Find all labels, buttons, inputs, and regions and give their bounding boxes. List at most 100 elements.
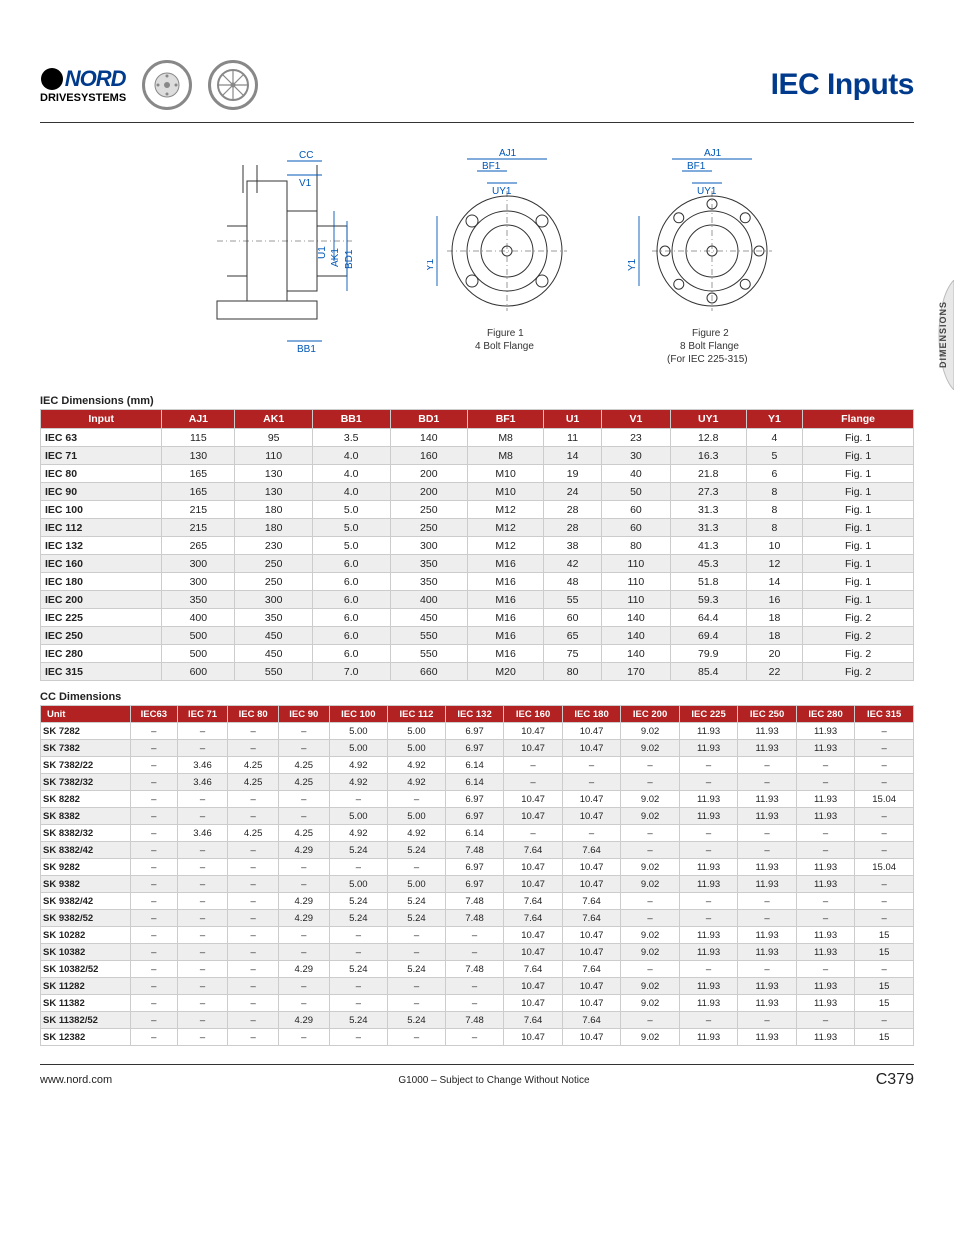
table-cell: 11.93 [796,978,855,995]
table-cell: M16 [468,573,544,591]
table-cell: IEC 280 [41,645,162,663]
table-cell: 140 [602,645,671,663]
table-row: SK 9282––––––6.9710.4710.479.0211.9311.9… [41,859,914,876]
table-cell: 6.0 [312,591,390,609]
table-cell: – [130,1029,177,1046]
table-cell: 5.0 [312,537,390,555]
table-cell: 10.47 [504,995,563,1012]
table-cell: 5.00 [388,876,446,893]
table-cell: 31.3 [670,501,746,519]
table-cell: SK 8382/42 [41,842,131,859]
table-cell: – [855,808,914,825]
iec-dimensions-table: InputAJ1AK1BB1BD1BF1U1V1UY1Y1Flange IEC … [40,409,914,681]
table-cell: M16 [468,591,544,609]
footer-url: www.nord.com [40,1074,112,1086]
table-cell: – [738,774,797,791]
table-cell: – [130,927,177,944]
table-cell: SK 7282 [41,723,131,740]
table-cell: SK 9382/52 [41,910,131,927]
table-cell: Fig. 1 [803,519,914,537]
table-cell: 10.47 [562,859,621,876]
table-cell: – [388,978,446,995]
table-cell: 4.0 [312,447,390,465]
table-cell: 165 [162,483,235,501]
table-cell: 350 [390,555,468,573]
table-cell: – [562,774,621,791]
table-cell: – [130,876,177,893]
table-cell: 11.93 [679,740,738,757]
table-cell: – [562,825,621,842]
table-cell: – [621,825,680,842]
table-cell: 550 [235,663,313,681]
table-cell: 4.0 [312,465,390,483]
table-cell: 180 [235,519,313,537]
table-cell: 9.02 [621,978,680,995]
table-cell: SK 9382/42 [41,893,131,910]
iec-col-header: BF1 [468,410,544,429]
table-row: SK 10382/52–––4.295.245.247.487.647.64––… [41,961,914,978]
diagram-figure-2: AJ1 BF1 UY1 Y1 Figure 2 8 Bolt Flange (F… [627,141,797,381]
table-cell: 600 [162,663,235,681]
table-cell: 11.93 [738,740,797,757]
table-cell: 41.3 [670,537,746,555]
table-cell: 20 [746,645,802,663]
table-row: IEC 2805004506.0550M167514079.920Fig. 2 [41,645,914,663]
table-cell: 6.0 [312,645,390,663]
table-cell: 9.02 [621,859,680,876]
table-cell: 5.24 [329,961,388,978]
table-cell: 110 [602,573,671,591]
table-cell: – [679,961,738,978]
table-cell: IEC 90 [41,483,162,501]
table-cell: 9.02 [621,995,680,1012]
table-cell: 11.93 [679,808,738,825]
table-cell: – [855,876,914,893]
footer-page: C379 [876,1071,914,1089]
table-cell: 6.14 [445,757,504,774]
table-cell: – [177,791,228,808]
iec-col-header: U1 [544,410,602,429]
brand-subtitle: DRIVESYSTEMS [40,92,126,104]
table-cell: 4.0 [312,483,390,501]
table-cell: 6.0 [312,609,390,627]
table-cell: 5.24 [388,893,446,910]
page-header: NORD DRIVESYSTEMS IEC Inputs [40,60,914,123]
table-cell: 10.47 [504,876,563,893]
table-cell: SK 9382 [41,876,131,893]
table-cell: – [278,1029,329,1046]
table-cell: SK 8382/32 [41,825,131,842]
table-cell: 31.3 [670,519,746,537]
table-cell: 7.0 [312,663,390,681]
table-cell: 7.64 [562,1012,621,1029]
iec-col-header: UY1 [670,410,746,429]
cc-col-header: IEC 132 [445,706,504,723]
table-cell: 6.97 [445,876,504,893]
table-cell: 10.47 [504,944,563,961]
table-cell: 660 [390,663,468,681]
table-cell: 165 [162,465,235,483]
table-row: SK 9382––––5.005.006.9710.4710.479.0211.… [41,876,914,893]
table-cell: 6.97 [445,723,504,740]
table-cell: 45.3 [670,555,746,573]
cc-col-header: IEC 180 [562,706,621,723]
table-cell: SK 10382/52 [41,961,131,978]
cc-col-header: IEC 80 [228,706,279,723]
table-cell: – [621,893,680,910]
table-cell: Fig. 1 [803,573,914,591]
table-cell: 15 [855,927,914,944]
table-cell: 9.02 [621,927,680,944]
table-cell: – [329,1029,388,1046]
table-cell: 4.92 [388,757,446,774]
table-cell: 10.47 [562,791,621,808]
section-tab: DIMENSIONS [926,280,954,390]
table-cell: – [621,1012,680,1029]
table-row: IEC 63115953.5140M8112312.84Fig. 1 [41,429,914,447]
table-cell: Fig. 1 [803,591,914,609]
table-cell: IEC 160 [41,555,162,573]
table-cell: – [388,944,446,961]
table-cell: 42 [544,555,602,573]
table-cell: – [388,927,446,944]
table-cell: 6.0 [312,627,390,645]
table-cell: 6 [746,465,802,483]
fig2-sub2: (For IEC 225-315) [667,354,748,365]
table-row: SK 8282––––––6.9710.4710.479.0211.9311.9… [41,791,914,808]
